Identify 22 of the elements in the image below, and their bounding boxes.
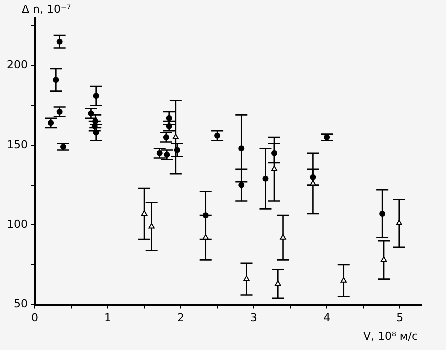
x-tick-label: 3 [250,311,258,324]
x-tick-label: 5 [396,311,404,324]
point [172,134,180,140]
y-tick-label: 50 [14,298,28,311]
x-tick-label: 2 [178,311,185,324]
point [141,210,148,216]
x-axis-title: V, 10⁸ м/с [364,330,418,343]
x-tick-label: 1 [104,311,112,324]
y-tick-label: 100 [6,218,28,231]
y-axis-title: Δ n, 10⁻⁷ [22,3,72,16]
point [340,277,347,283]
point [396,220,402,226]
x-tick-label: 0 [31,311,38,324]
point [275,280,282,286]
point [271,166,278,172]
x-tick-label: 4 [324,311,331,324]
point [280,234,286,240]
y-tick-label: 150 [6,138,28,152]
point [148,223,155,229]
point [244,276,250,282]
y-tick-label: 200 [6,58,28,72]
point [380,256,388,262]
